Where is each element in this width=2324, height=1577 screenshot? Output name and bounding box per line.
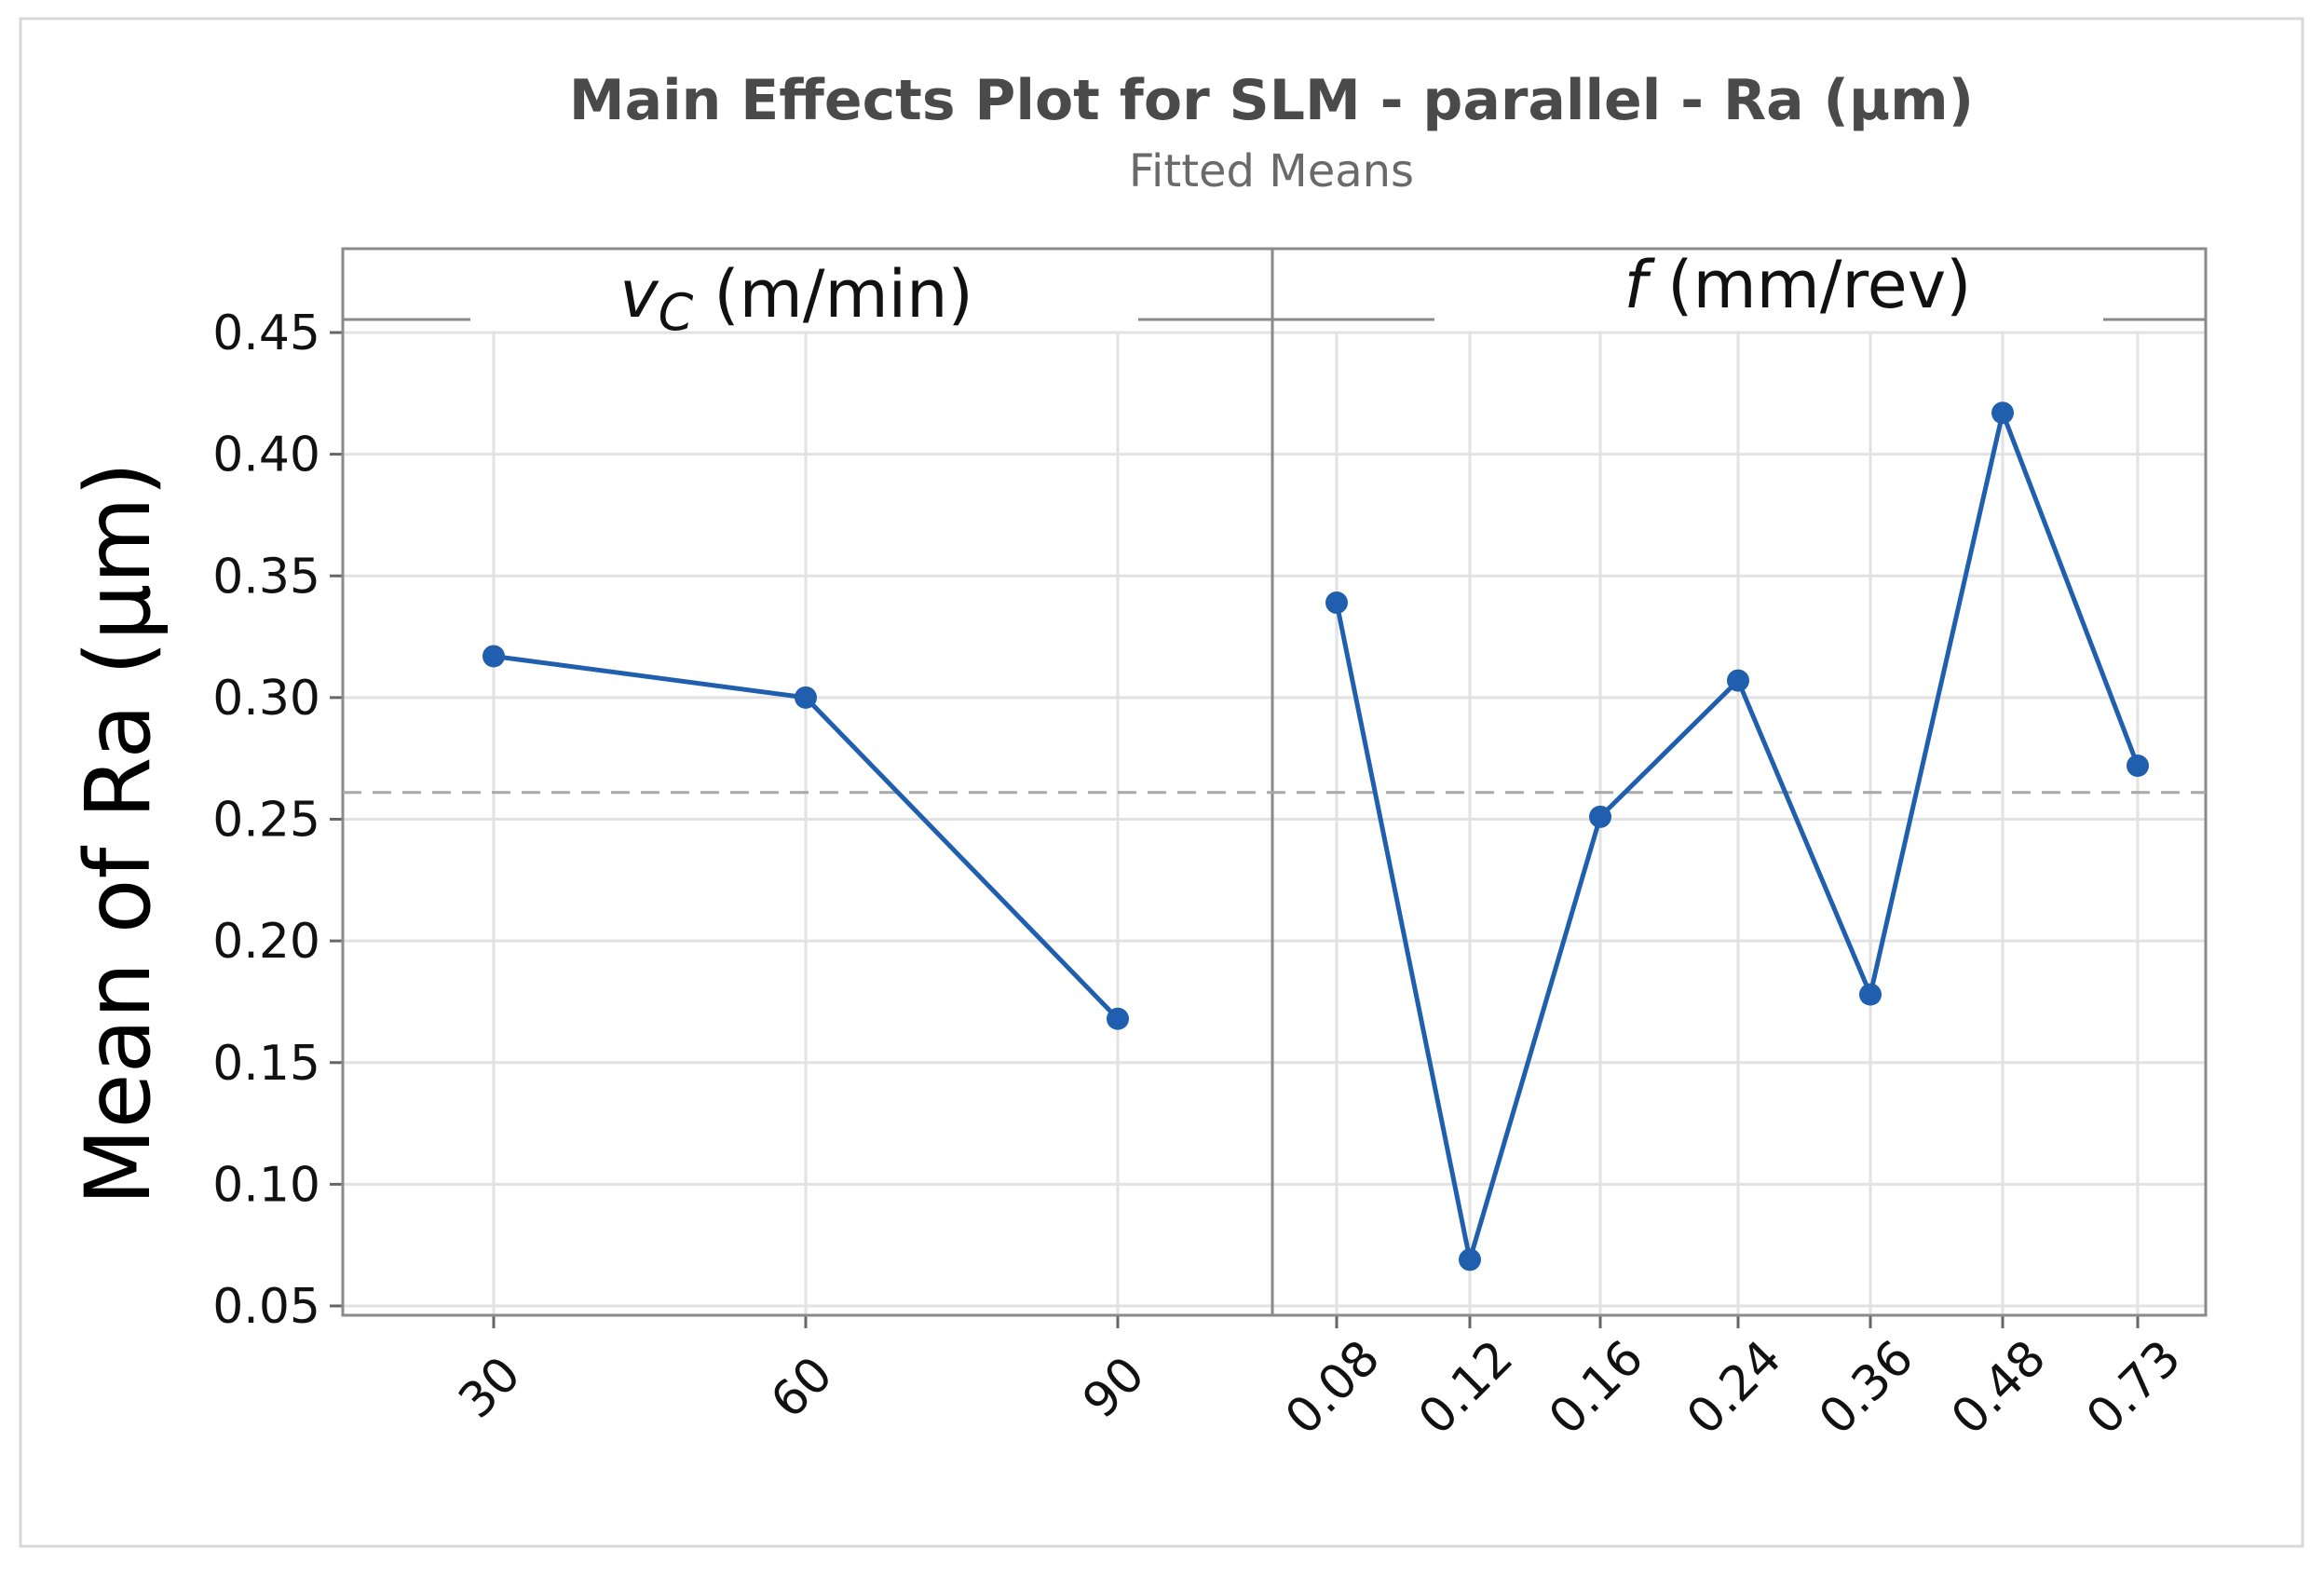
data-point bbox=[1859, 983, 1882, 1006]
plot-frame bbox=[341, 247, 2208, 1317]
x-tick-label: 0.24 bbox=[1677, 1330, 1792, 1446]
x-tick-label: 0.08 bbox=[1275, 1330, 1391, 1446]
data-point bbox=[1325, 591, 1348, 614]
figure-border bbox=[19, 17, 2304, 1548]
panel-label-vc: vC (m/min) bbox=[619, 256, 973, 342]
y-tick-label: 0.25 bbox=[212, 793, 320, 849]
gridlines bbox=[343, 331, 2206, 1315]
y-tick-label: 0.40 bbox=[212, 428, 320, 483]
axes bbox=[330, 247, 2208, 1328]
data-point bbox=[1459, 1248, 1481, 1271]
data-point bbox=[2127, 755, 2149, 778]
data-point bbox=[1107, 1007, 1129, 1030]
factor-subscript-vc: C bbox=[659, 283, 694, 342]
data-point bbox=[1727, 669, 1749, 692]
x-tick-label: 0.48 bbox=[1941, 1330, 2057, 1446]
y-tick-label: 0.45 bbox=[212, 306, 320, 361]
data-point bbox=[482, 645, 505, 668]
x-tick-label: 0.12 bbox=[1408, 1330, 1524, 1446]
x-tick-label: 0.16 bbox=[1539, 1330, 1654, 1446]
data-point bbox=[1589, 805, 1611, 828]
x-tick-label: 30 bbox=[448, 1346, 531, 1429]
series-layer bbox=[482, 401, 2149, 1271]
x-tick-label: 0.73 bbox=[2076, 1330, 2192, 1446]
y-tick-label: 0.20 bbox=[212, 914, 320, 970]
y-axis-label: Mean of Ra (µm) bbox=[66, 462, 170, 1206]
y-tick-labels: 0.45 0.40 0.35 0.30 0.25 0.20 0.15 0.10 0.05 bbox=[212, 306, 320, 1335]
panel-label-f: f (mm/rev) bbox=[1624, 247, 1972, 323]
data-point bbox=[1991, 401, 2014, 425]
y-tick-label: 0.05 bbox=[212, 1279, 320, 1335]
x-tick-labels: 30 60 90 0.08 0.12 0.16 0.24 0.36 0.48 0.73 bbox=[448, 1330, 2192, 1446]
x-tick-label: 0.36 bbox=[1809, 1330, 1924, 1446]
data-point bbox=[795, 686, 817, 709]
y-tick-label: 0.30 bbox=[212, 671, 320, 727]
chart-title: Main Effects Plot for SLM - parallel - R… bbox=[569, 68, 1974, 133]
factor-symbol-vc: v bbox=[619, 256, 659, 333]
y-tick-label: 0.35 bbox=[212, 549, 320, 605]
x-tick-label: 60 bbox=[760, 1346, 843, 1429]
chart-subtitle: Fitted Means bbox=[1129, 145, 1414, 197]
y-tick-label: 0.15 bbox=[212, 1036, 320, 1092]
factor-unit-vc: (m/min) bbox=[714, 256, 972, 333]
y-tick-label: 0.10 bbox=[212, 1157, 320, 1213]
x-tick-label: 90 bbox=[1072, 1346, 1155, 1429]
factor-unit-f: (mm/rev) bbox=[1667, 247, 1971, 323]
factor-symbol-f: f bbox=[1624, 247, 1656, 323]
